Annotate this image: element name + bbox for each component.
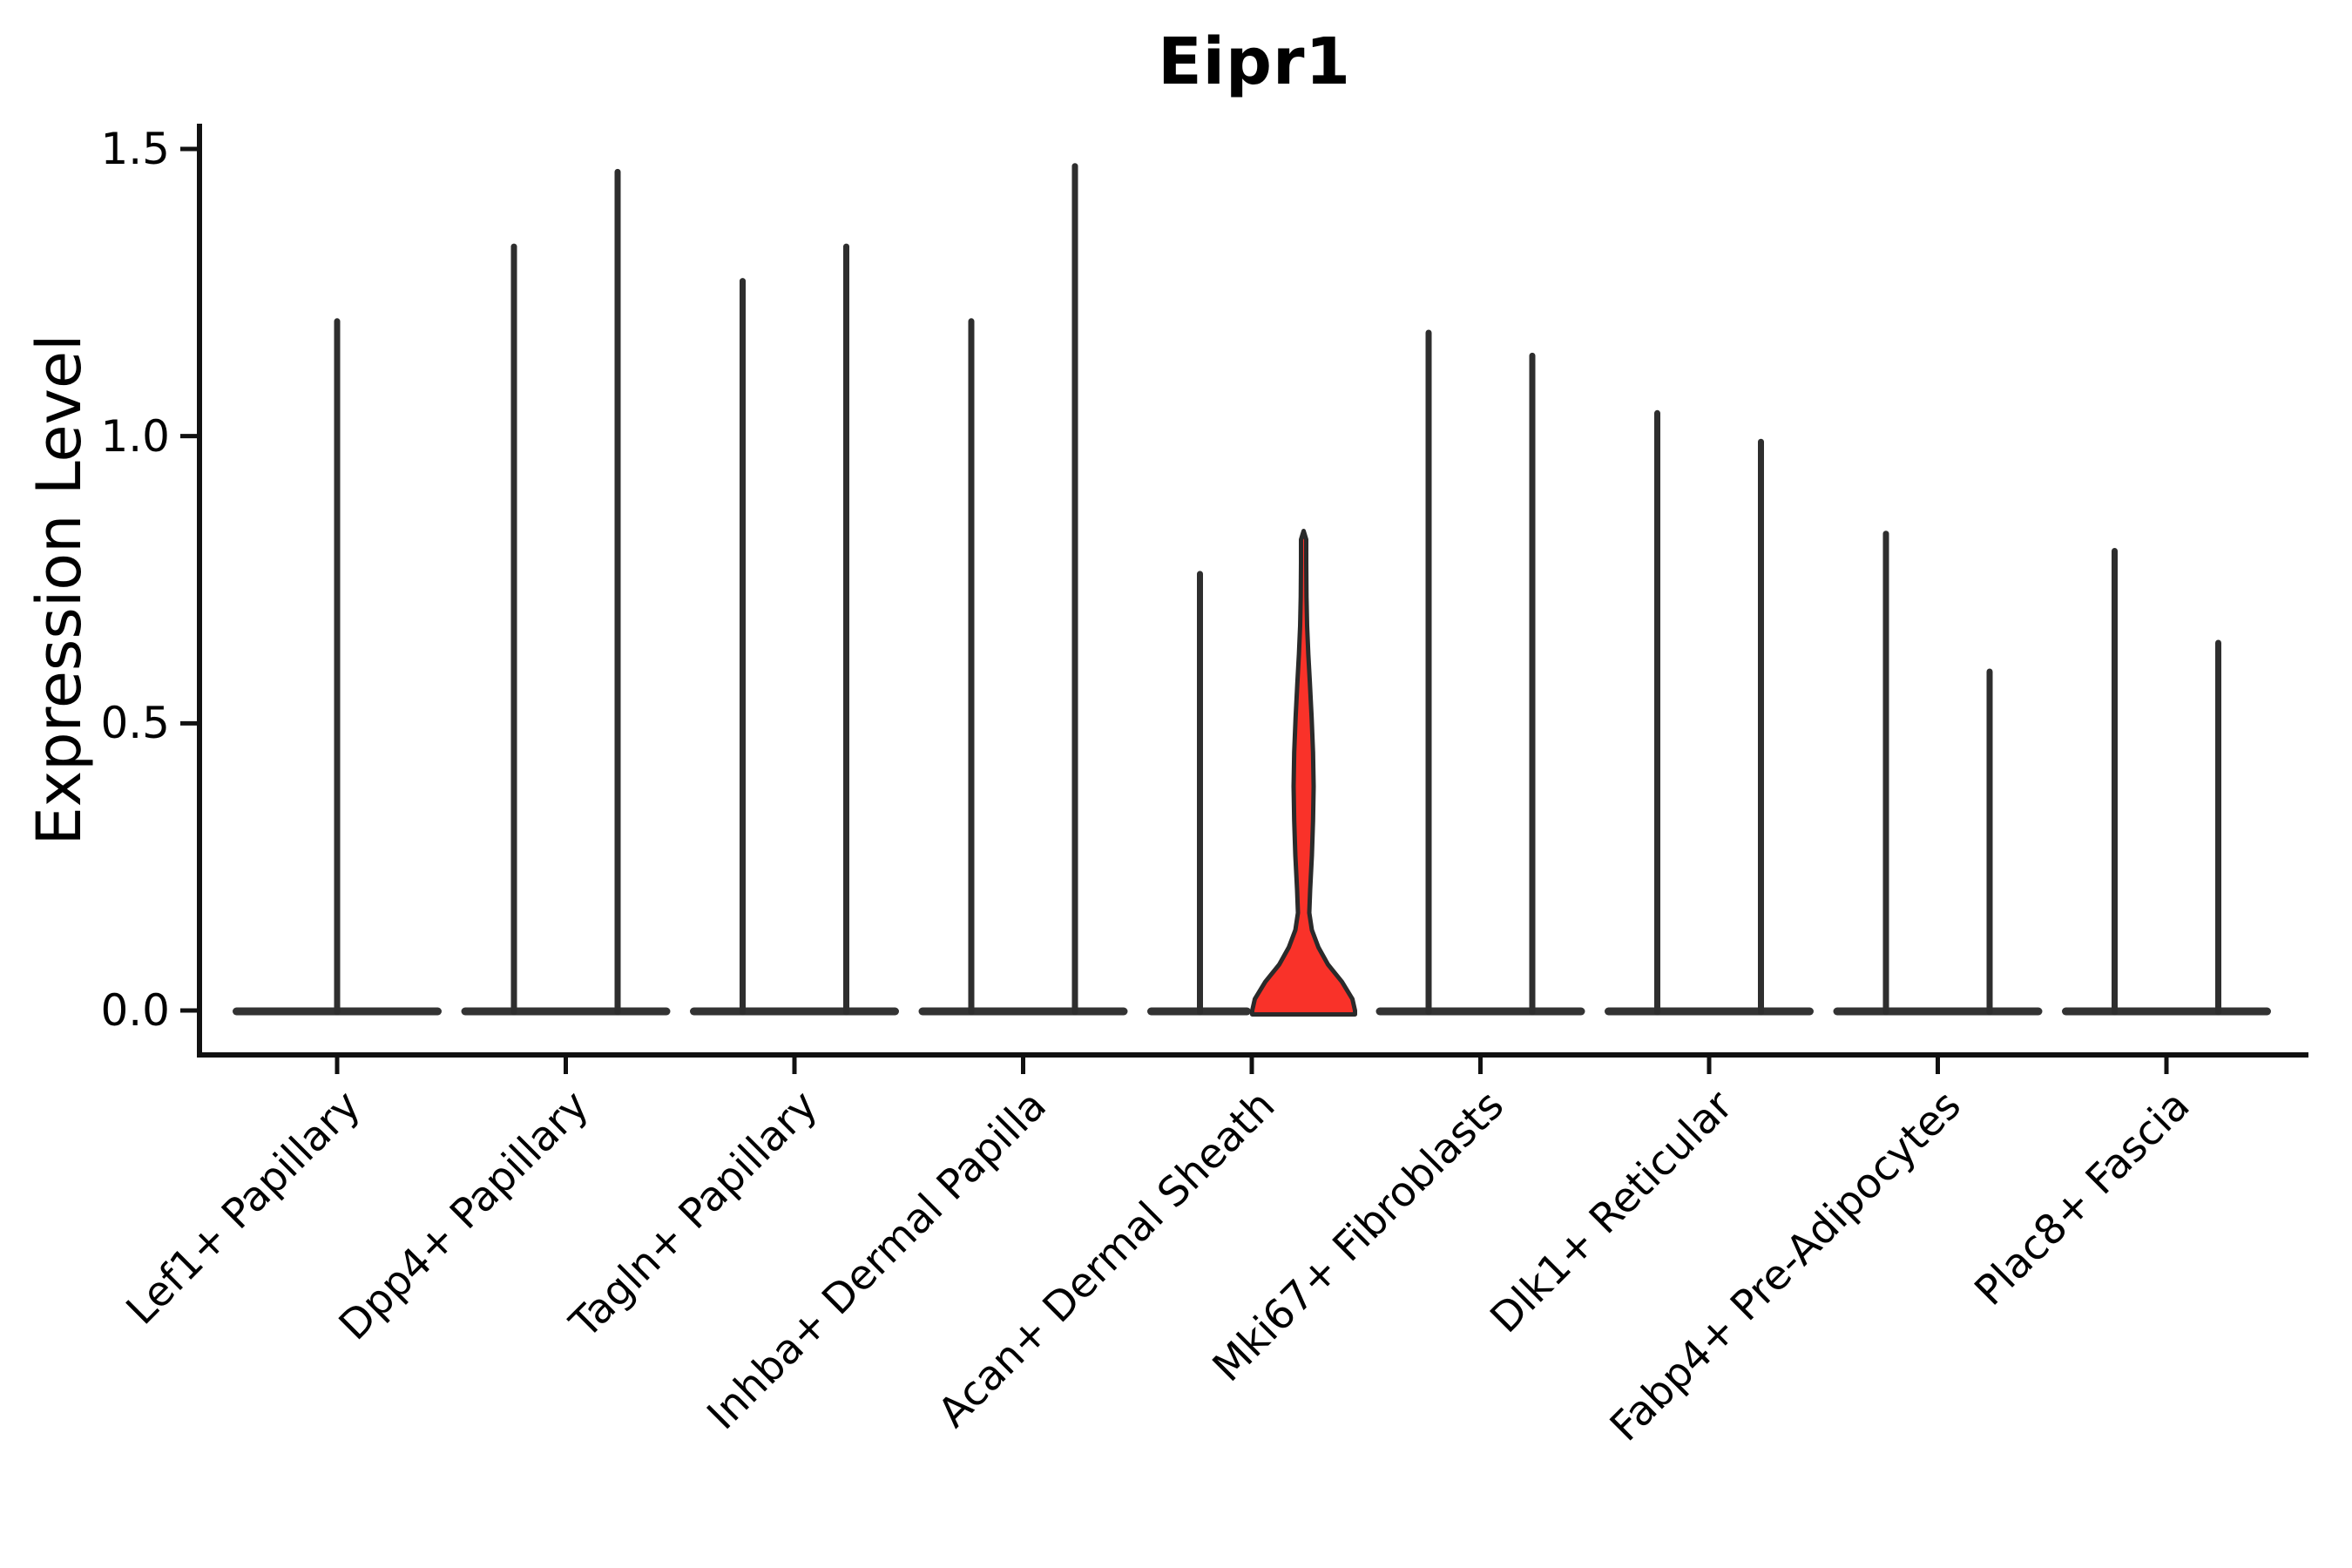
violin-base: [461, 1007, 671, 1016]
plot-title: Eipr1: [1158, 24, 1351, 99]
y-tick-label: 1.5: [100, 124, 170, 174]
violin-base: [690, 1007, 899, 1016]
y-tick-label: 0.5: [100, 698, 170, 749]
y-axis-label: Expression Level: [24, 334, 95, 846]
violin-base: [2062, 1007, 2271, 1016]
highlighted-violin: [1250, 528, 1357, 1017]
y-tick-label: 1.0: [100, 410, 170, 462]
violin-base: [1375, 1007, 1585, 1016]
violin-base: [918, 1007, 1128, 1016]
y-tick-label: 0.0: [100, 985, 170, 1036]
violin-base: [1605, 1007, 1814, 1016]
violin-base: [1833, 1007, 2043, 1016]
